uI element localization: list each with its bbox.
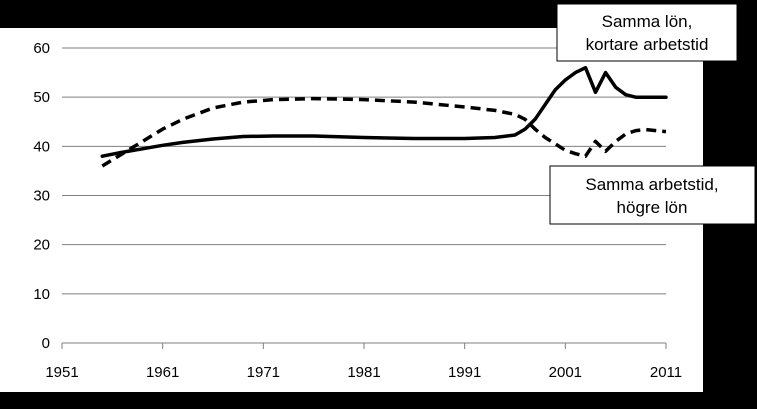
x-tick-label: 1981 [347, 364, 380, 381]
callout-dashed-box [549, 165, 756, 225]
callout-dashed-line-2: högre lön [617, 198, 688, 217]
y-tick-label: 20 [33, 237, 50, 254]
callout-solid-series: Samma lön, kortare arbetstid [556, 3, 738, 62]
x-tick-label: 1961 [146, 364, 179, 381]
y-tick-label: 30 [33, 188, 50, 205]
x-axis-label: År [703, 365, 726, 389]
y-tick-labels: 0 10 20 30 40 50 60 [33, 40, 50, 352]
x-tick-label: 1971 [247, 364, 280, 381]
series-lines [100, 65, 668, 168]
y-axis-label: % [2, 7, 21, 30]
callout-solid-box [556, 3, 738, 62]
y-tick-label: 60 [33, 40, 50, 57]
callout-solid-line-1: Samma lön, [602, 12, 693, 31]
series-line-solid [100, 65, 668, 158]
y-tick-label: 40 [33, 138, 50, 155]
callout-solid-line-2: kortare arbetstid [586, 35, 709, 54]
series-line-dashed [101, 96, 667, 168]
y-tick-label: 10 [33, 286, 50, 303]
y-tick-label: 50 [33, 89, 50, 106]
callout-dashed-line-1: Samma arbetstid, [585, 175, 718, 194]
x-tick-label: 1991 [448, 364, 481, 381]
y-tick-label: 0 [42, 335, 50, 352]
x-tick-label: 2001 [549, 364, 582, 381]
x-tick-label: 1951 [45, 364, 78, 381]
callout-dashed-series: Samma arbetstid, högre lön [549, 165, 756, 225]
x-tick-label: 2011 [650, 364, 682, 381]
x-tick-labels: 1951 1961 1971 1981 1991 2001 2011 [45, 343, 682, 381]
